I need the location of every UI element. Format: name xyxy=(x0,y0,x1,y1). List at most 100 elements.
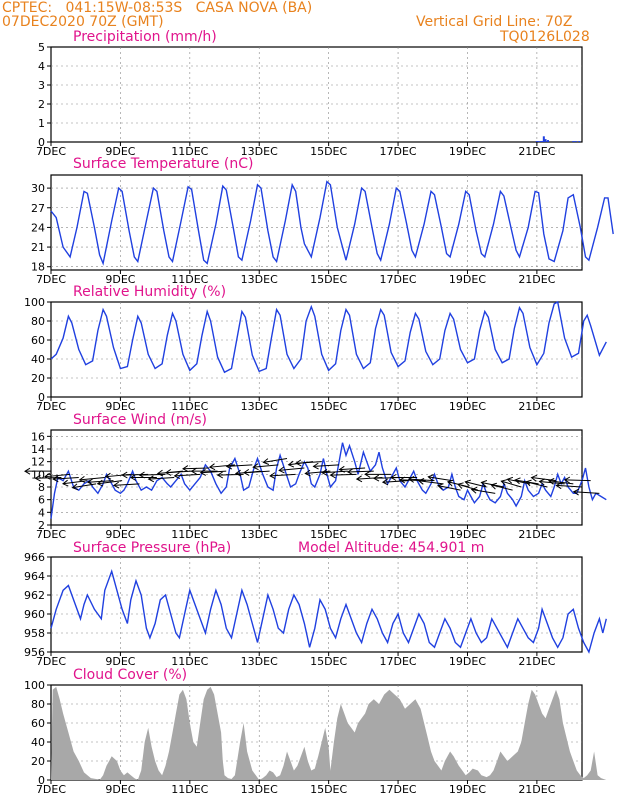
title-humidity: Relative Humidity (%) xyxy=(73,284,227,300)
wind-arrow xyxy=(174,473,201,477)
wind-arrow-head xyxy=(71,483,79,491)
wind-arrow xyxy=(399,479,426,482)
wind-arrow-head xyxy=(252,463,259,471)
humidity-ytick-label: 80 xyxy=(31,315,45,328)
title-precipitation: Precipitation (mm/h) xyxy=(73,29,217,45)
wind-arrow-head xyxy=(437,483,444,490)
wind-line xyxy=(50,442,607,519)
cloud-xtick-label: 21DEC xyxy=(518,783,555,796)
wind-arrow-head xyxy=(390,474,397,481)
wind-arrow xyxy=(139,473,166,476)
wind-arrow-head xyxy=(44,472,51,480)
wind-arrow-head xyxy=(364,470,371,478)
wind-arrow-head xyxy=(52,475,59,483)
wind-arrow xyxy=(279,467,305,471)
humidity-ytick-label: 40 xyxy=(31,353,45,366)
humidity-ytick-label: 100 xyxy=(24,296,45,309)
temperature-xtick-label: 15DEC xyxy=(310,273,347,286)
temperature-xtick-label: 13DEC xyxy=(241,273,278,286)
cloud-area xyxy=(51,686,607,780)
wind-arrow-head xyxy=(464,479,471,487)
wind-arrow-head xyxy=(225,462,233,470)
pressure-ytick-label: 956 xyxy=(24,646,45,659)
wind-arrow-head xyxy=(446,479,454,487)
wind-arrow-head xyxy=(530,474,538,482)
pressure-xtick-label: 9DEC xyxy=(105,655,135,668)
wind-arrow-head xyxy=(278,466,285,474)
wind-arrow xyxy=(573,491,600,494)
humidity-xtick-label: 7DEC xyxy=(36,400,66,413)
wind-arrow-head xyxy=(129,474,137,481)
temperature-xtick-label: 19DEC xyxy=(449,273,486,286)
humidity-xtick-label: 13DEC xyxy=(241,400,278,413)
wind-arrow xyxy=(53,477,79,480)
precipitation-ytick-label: 0 xyxy=(38,136,45,149)
wind-arrow xyxy=(296,461,322,464)
wind-xtick-label: 7DEC xyxy=(36,528,66,541)
precip-bar xyxy=(574,141,577,142)
wind-arrow xyxy=(437,485,461,491)
wind-arrow xyxy=(253,464,279,468)
header-grid-line: Vertical Grid Line: 70Z xyxy=(416,14,573,30)
wind-arrow xyxy=(44,473,71,478)
humidity-xtick-label: 9DEC xyxy=(105,400,135,413)
precipitation-xtick-label: 15DEC xyxy=(310,145,347,158)
humidity-line xyxy=(50,300,607,374)
cloud-ytick-label: 40 xyxy=(31,736,45,749)
wind-arrow-head xyxy=(398,476,406,484)
wind-arrow xyxy=(507,478,531,485)
precipitation-xtick-label: 17DEC xyxy=(380,145,417,158)
title-wind: Surface Wind (m/s) xyxy=(73,412,207,428)
wind-arrow-head xyxy=(112,481,120,489)
wind-arrow xyxy=(226,464,253,467)
wind-arrow xyxy=(113,483,140,486)
precipitation-xtick-label: 21DEC xyxy=(518,145,555,158)
precip-bar xyxy=(546,140,549,142)
wind-arrow xyxy=(313,464,340,467)
temperature-ytick-label: 18 xyxy=(31,261,45,274)
precip-bar xyxy=(572,141,575,142)
humidity-xtick-label: 11DEC xyxy=(171,400,208,413)
wind-arrow xyxy=(418,480,444,485)
wind-arrow-head xyxy=(514,477,521,485)
wind-arrow-head xyxy=(165,468,172,476)
wind-arrow-head xyxy=(86,478,94,486)
wind-arrow-head xyxy=(156,469,164,477)
humidity-xtick-label: 17DEC xyxy=(380,400,417,413)
precipitation-ytick-label: 3 xyxy=(38,79,45,92)
wind-arrow-head xyxy=(287,460,295,468)
cloud-ytick-label: 100 xyxy=(24,679,45,692)
wind-xtick-label: 17DEC xyxy=(380,528,417,541)
title-cloud: Cloud Cover (%) xyxy=(73,667,188,683)
wind-xtick-label: 9DEC xyxy=(105,528,135,541)
wind-arrow-head xyxy=(243,468,250,476)
humidity-xtick-label: 15DEC xyxy=(310,400,347,413)
wind-arrow xyxy=(148,477,175,480)
wind-arrow-head xyxy=(321,468,328,476)
wind-arrow xyxy=(501,480,522,488)
wind-arrow-head xyxy=(138,471,145,479)
wind-arrow-head xyxy=(506,476,514,484)
wind-ytick-label: 4 xyxy=(38,506,45,519)
wind-arrow-head xyxy=(147,475,155,483)
humidity-ytick-label: 60 xyxy=(31,334,45,347)
precip-bar xyxy=(537,141,540,142)
humidity-frame xyxy=(50,301,583,398)
wind-arrow xyxy=(471,488,496,494)
cloud-ytick-label: 20 xyxy=(31,755,45,768)
cloud-xtick-label: 15DEC xyxy=(310,783,347,796)
temperature-line xyxy=(50,180,614,266)
pressure-frame xyxy=(50,556,583,653)
wind-ytick-label: 8 xyxy=(38,481,45,494)
precipitation-xtick-label: 9DEC xyxy=(105,145,135,158)
wind-ytick-label: 14 xyxy=(31,443,45,456)
precip-bar xyxy=(544,139,547,142)
wind-arrow-head xyxy=(312,462,319,470)
wind-arrow xyxy=(270,473,296,477)
wind-xtick-label: 15DEC xyxy=(310,528,347,541)
precipitation-xtick-label: 11DEC xyxy=(171,145,208,158)
wind-arrow-head xyxy=(417,477,425,485)
precip-bar xyxy=(541,141,544,142)
humidity-xtick-label: 21DEC xyxy=(518,400,555,413)
wind-arrow xyxy=(209,464,235,468)
